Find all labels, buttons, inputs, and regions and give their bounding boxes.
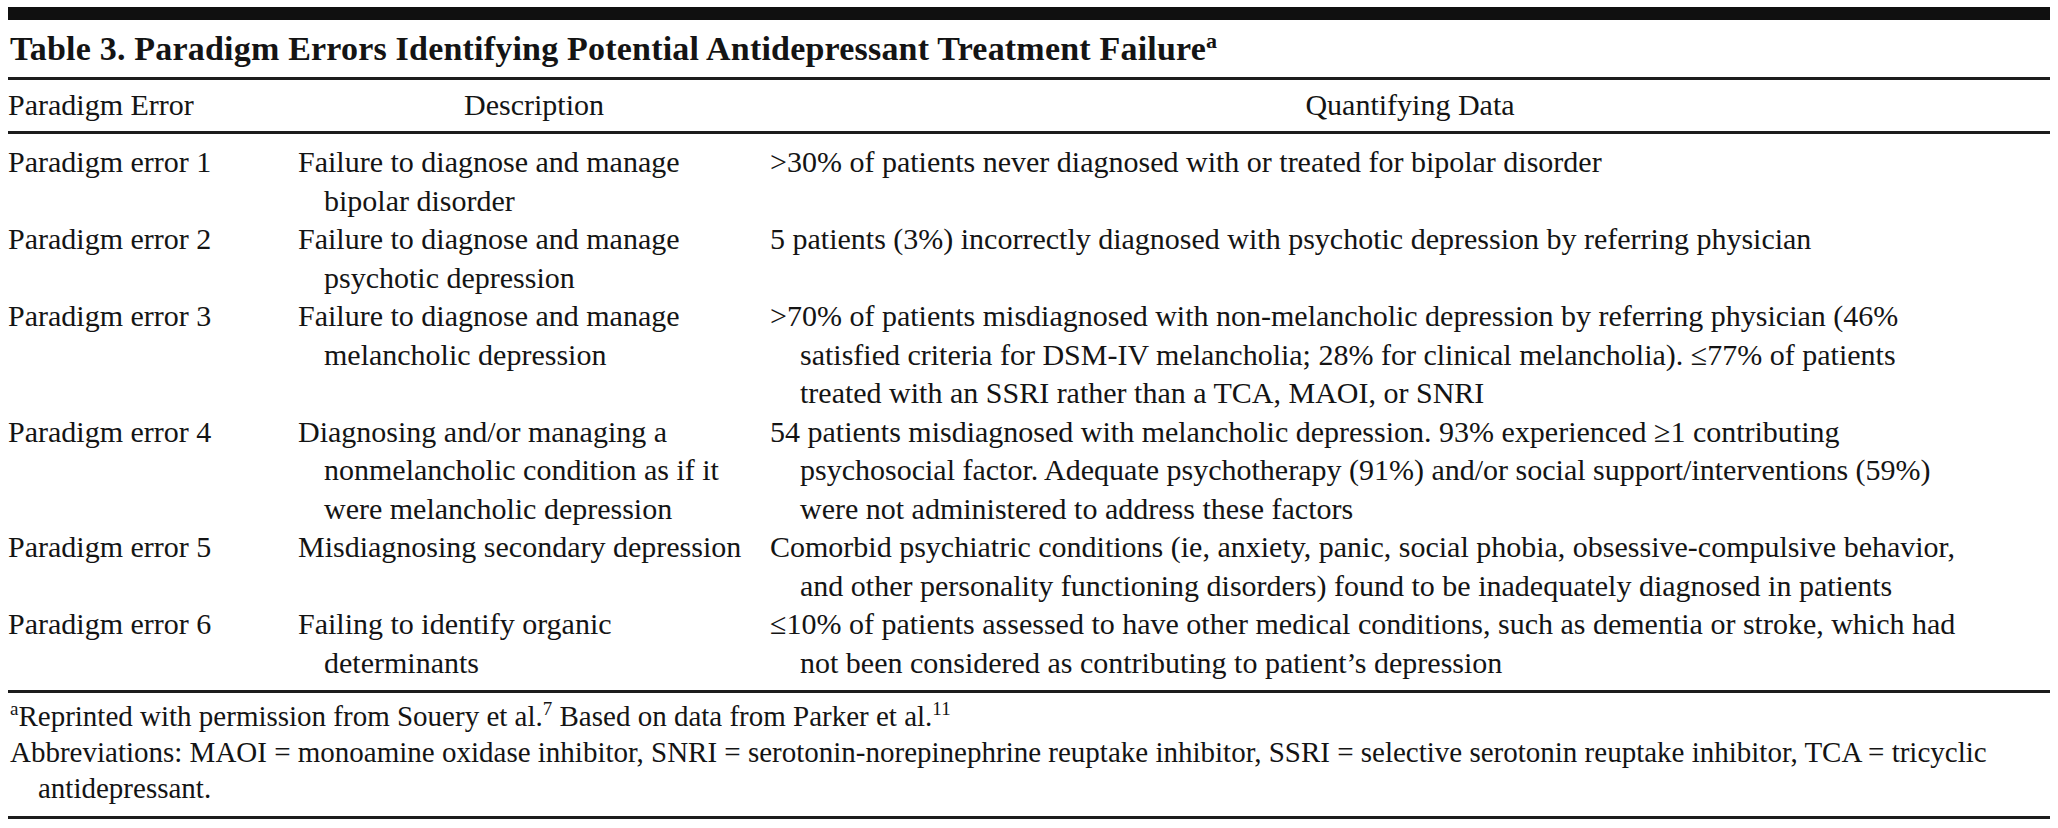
paradigm-error-cell: Paradigm error 5 <box>8 528 298 605</box>
footnote-reference-7: 7 <box>543 698 553 719</box>
quantifying-data-text: ≤10% of patients assessed to have other … <box>770 605 1970 682</box>
footnote-source-part2: Based on data from Parker et al. <box>552 700 932 732</box>
bottom-rule <box>8 816 2050 819</box>
paradigm-error-cell: Paradigm error 6 <box>8 605 298 690</box>
description-text: Diagnosing and/or managing a nonmelancho… <box>298 413 756 529</box>
footnote-source-part1: Reprinted with permission from Souery et… <box>18 700 542 732</box>
quantifying-data-text: Comorbid psychiatric conditions (ie, anx… <box>770 528 1970 605</box>
description-cell: Failure to diagnose and manage bipolar d… <box>298 133 770 221</box>
paradigm-error-cell: Paradigm error 3 <box>8 297 298 413</box>
table-title: Table 3. Paradigm Errors Identifying Pot… <box>10 30 1217 67</box>
table-body: Paradigm error 1 Failure to diagnose and… <box>8 133 2050 691</box>
description-text: Misdiagnosing secondary depression <box>298 528 756 567</box>
quantifying-data-cell: ≤10% of patients assessed to have other … <box>770 605 2050 690</box>
quantifying-data-text: 5 patients (3%) incorrectly diagnosed wi… <box>770 220 1970 259</box>
quantifying-data-cell: >30% of patients never diagnosed with or… <box>770 133 2050 221</box>
title-footnote-marker: a <box>1206 28 1217 53</box>
table-row: Paradigm error 5 Misdiagnosing secondary… <box>8 528 2050 605</box>
paradigm-error-cell: Paradigm error 4 <box>8 413 298 529</box>
description-text: Failure to diagnose and manage psychotic… <box>298 220 756 297</box>
description-cell: Diagnosing and/or managing a nonmelancho… <box>298 413 770 529</box>
table-row: Paradigm error 1 Failure to diagnose and… <box>8 133 2050 221</box>
description-text: Failure to diagnose and manage bipolar d… <box>298 143 756 220</box>
quantifying-data-cell: 5 patients (3%) incorrectly diagnosed wi… <box>770 220 2050 297</box>
paradigm-error-cell: Paradigm error 1 <box>8 133 298 221</box>
header-row: Paradigm Error Description Quantifying D… <box>8 80 2050 133</box>
description-text: Failure to diagnose and manage melanchol… <box>298 297 756 374</box>
table-row: Paradigm error 4 Diagnosing and/or manag… <box>8 413 2050 529</box>
paradigm-errors-table: Paradigm Error Description Quantifying D… <box>8 80 2050 690</box>
footnote-abbreviations: Abbreviations: MAOI = monoamine oxidase … <box>10 734 2048 806</box>
paper-table-figure: Table 3. Paradigm Errors Identifying Pot… <box>0 0 2058 828</box>
paradigm-error-cell: Paradigm error 2 <box>8 220 298 297</box>
description-cell: Misdiagnosing secondary depression <box>298 528 770 605</box>
quantifying-data-cell: 54 patients misdiagnosed with melancholi… <box>770 413 2050 529</box>
table-row: Paradigm error 6 Failing to identify org… <box>8 605 2050 690</box>
table-row: Paradigm error 3 Failure to diagnose and… <box>8 297 2050 413</box>
table-title-row: Table 3. Paradigm Errors Identifying Pot… <box>8 20 2050 77</box>
footnote-source: aReprinted with permission from Souery e… <box>10 698 2048 734</box>
table-footnotes: aReprinted with permission from Souery e… <box>8 690 2050 816</box>
description-cell: Failure to diagnose and manage melanchol… <box>298 297 770 413</box>
quantifying-data-text: >70% of patients misdiagnosed with non-m… <box>770 297 1970 413</box>
quantifying-data-cell: Comorbid psychiatric conditions (ie, anx… <box>770 528 2050 605</box>
table-header: Paradigm Error Description Quantifying D… <box>8 80 2050 133</box>
quantifying-data-cell: >70% of patients misdiagnosed with non-m… <box>770 297 2050 413</box>
column-header-paradigm-error: Paradigm Error <box>8 80 298 133</box>
quantifying-data-text: 54 patients misdiagnosed with melancholi… <box>770 413 1970 529</box>
top-thick-rule <box>8 7 2050 20</box>
footnote-reference-11: 11 <box>932 698 950 719</box>
table-row: Paradigm error 2 Failure to diagnose and… <box>8 220 2050 297</box>
description-cell: Failing to identify organic determinants <box>298 605 770 690</box>
description-cell: Failure to diagnose and manage psychotic… <box>298 220 770 297</box>
column-header-quantifying-data: Quantifying Data <box>770 80 2050 133</box>
table-title-text: Table 3. Paradigm Errors Identifying Pot… <box>10 30 1206 67</box>
quantifying-data-text: >30% of patients never diagnosed with or… <box>770 143 1970 182</box>
column-header-description: Description <box>298 80 770 133</box>
description-text: Failing to identify organic determinants <box>298 605 756 682</box>
